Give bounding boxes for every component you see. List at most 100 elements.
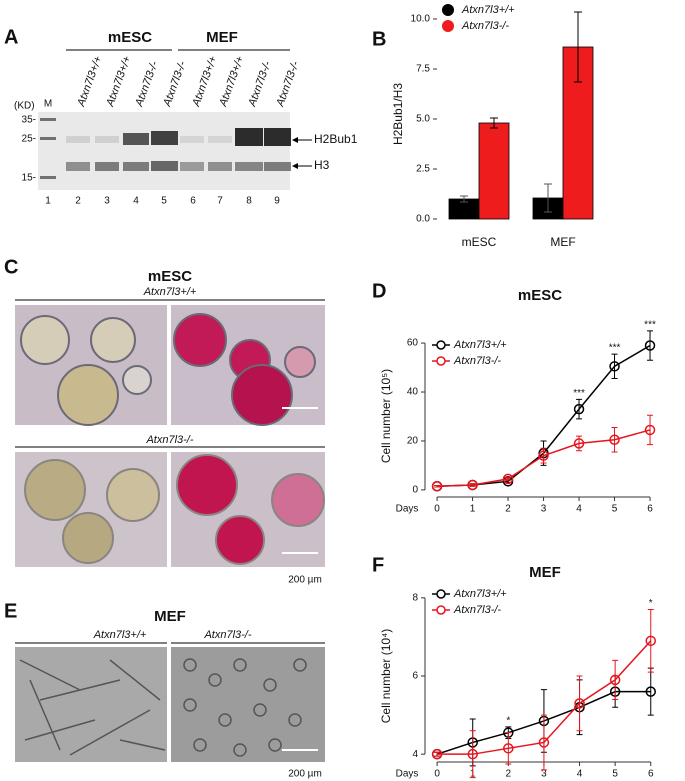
annotation: *** bbox=[609, 343, 621, 354]
error-bar bbox=[505, 732, 512, 765]
band-label: H3 bbox=[314, 158, 330, 172]
y-tick-label: 20 bbox=[407, 436, 419, 447]
band-label: H2Bub1 bbox=[314, 132, 358, 146]
error-bar bbox=[647, 609, 654, 673]
point bbox=[502, 473, 514, 485]
lane-number: 7 bbox=[217, 196, 223, 207]
x-tick-label: 0 bbox=[434, 504, 440, 515]
error-bar bbox=[460, 195, 468, 203]
annotation: *** bbox=[644, 319, 656, 330]
x-tick-label: 4 bbox=[577, 769, 583, 780]
point bbox=[609, 361, 620, 372]
legend-swatch bbox=[442, 20, 454, 32]
y-tick-label: 6 bbox=[412, 671, 418, 682]
legend-label: Atxn7l3-/- bbox=[461, 20, 509, 32]
x-tick-label: 0 bbox=[434, 769, 440, 780]
group-label: MEF bbox=[206, 29, 238, 46]
band-arrow bbox=[292, 163, 298, 169]
x-tick-label: 6 bbox=[648, 769, 654, 780]
size-marker: 35- bbox=[22, 115, 36, 126]
error-bar bbox=[505, 477, 512, 481]
y-tick-label: 5.0 bbox=[416, 114, 430, 125]
y-tick-label: 40 bbox=[407, 387, 419, 398]
lane-label: Atxn7l3-/- bbox=[161, 59, 189, 109]
lane-label: Atxn7l3+/+ bbox=[190, 54, 220, 109]
lane-label: Atxn7l3-/- bbox=[246, 59, 274, 109]
genotype-label: Atxn7l3-/- bbox=[145, 434, 193, 446]
genotype-label: Atxn7l3+/+ bbox=[143, 286, 197, 298]
x-tick-label: mESC bbox=[462, 235, 497, 249]
x-axis-label: Days bbox=[396, 769, 419, 780]
point bbox=[644, 340, 656, 351]
y-axis-label: Cell number (10⁵) bbox=[379, 369, 393, 463]
point bbox=[573, 403, 585, 415]
lane-number: 3 bbox=[104, 196, 110, 207]
lane-number: 5 bbox=[161, 196, 167, 207]
group-label: mESC bbox=[108, 29, 152, 46]
blot-bands bbox=[40, 118, 291, 179]
point bbox=[431, 480, 443, 492]
lane-label: Atxn7l3+/+ bbox=[75, 54, 105, 109]
error-bar bbox=[611, 353, 618, 380]
y-tick-label: 60 bbox=[407, 338, 419, 349]
lane-label: Atxn7l3-/- bbox=[274, 59, 302, 109]
annotation: * bbox=[506, 715, 510, 726]
lane-label: Atxn7l3+/+ bbox=[104, 54, 134, 109]
point bbox=[538, 450, 549, 461]
error-bar bbox=[544, 183, 552, 213]
size-marker: 15- bbox=[22, 173, 36, 184]
chart-title: MEF bbox=[529, 564, 561, 581]
y-tick-label: 0 bbox=[412, 485, 418, 496]
error-bar bbox=[490, 117, 498, 129]
x-tick-label: 3 bbox=[541, 769, 547, 780]
y-tick-label: 4 bbox=[412, 749, 418, 760]
x-tick-label: 3 bbox=[541, 504, 547, 515]
x-tick-label: 5 bbox=[612, 769, 618, 780]
point bbox=[538, 737, 550, 748]
y-axis-label: H2Bub1/H3 bbox=[391, 83, 405, 145]
legend-swatch bbox=[442, 4, 454, 16]
annotation: * bbox=[649, 598, 653, 609]
lane-number: 1 bbox=[45, 196, 51, 207]
lane-label: Atxn7l3-/- bbox=[133, 59, 161, 109]
x-tick-label: 2 bbox=[506, 769, 512, 780]
bar bbox=[478, 122, 510, 220]
point bbox=[645, 635, 657, 647]
error-bar bbox=[469, 730, 476, 779]
x-tick-label: 2 bbox=[505, 504, 511, 515]
lane-number: 2 bbox=[75, 196, 81, 207]
y-tick-label: 10.0 bbox=[411, 14, 431, 25]
lane-number: 8 bbox=[246, 196, 252, 207]
error-bar bbox=[434, 751, 441, 757]
error-bar bbox=[611, 427, 618, 453]
marker-label: M bbox=[44, 99, 52, 110]
point bbox=[467, 479, 478, 491]
colonies bbox=[24, 454, 325, 565]
y-tick-label: 7.5 bbox=[416, 64, 430, 75]
legend-marker bbox=[436, 605, 446, 615]
error-bar bbox=[612, 659, 619, 700]
legend-label: Atxn7l3+/+ bbox=[453, 339, 507, 351]
x-tick-label: MEF bbox=[550, 235, 575, 249]
point bbox=[609, 434, 620, 445]
scale-label: 200 µm bbox=[288, 769, 322, 780]
kd-label: (KD) bbox=[14, 101, 35, 112]
x-axis-label: Days bbox=[396, 504, 419, 515]
legend-label: Atxn7l3+/+ bbox=[453, 588, 507, 600]
point bbox=[574, 698, 585, 709]
point bbox=[609, 674, 621, 686]
legend-marker bbox=[436, 589, 446, 599]
error-bar bbox=[576, 398, 583, 420]
panel-letter: E bbox=[4, 600, 17, 622]
legend-label: Atxn7l3-/- bbox=[453, 355, 501, 367]
lane-number: 9 bbox=[274, 196, 280, 207]
x-tick-label: 4 bbox=[576, 504, 582, 515]
panel-title: mESC bbox=[148, 268, 192, 285]
legend-marker bbox=[436, 356, 446, 366]
error-bar bbox=[574, 11, 582, 83]
point bbox=[644, 424, 656, 436]
error-bar bbox=[540, 714, 547, 771]
legend-marker bbox=[436, 340, 446, 350]
legend-label: Atxn7l3-/- bbox=[453, 604, 501, 616]
